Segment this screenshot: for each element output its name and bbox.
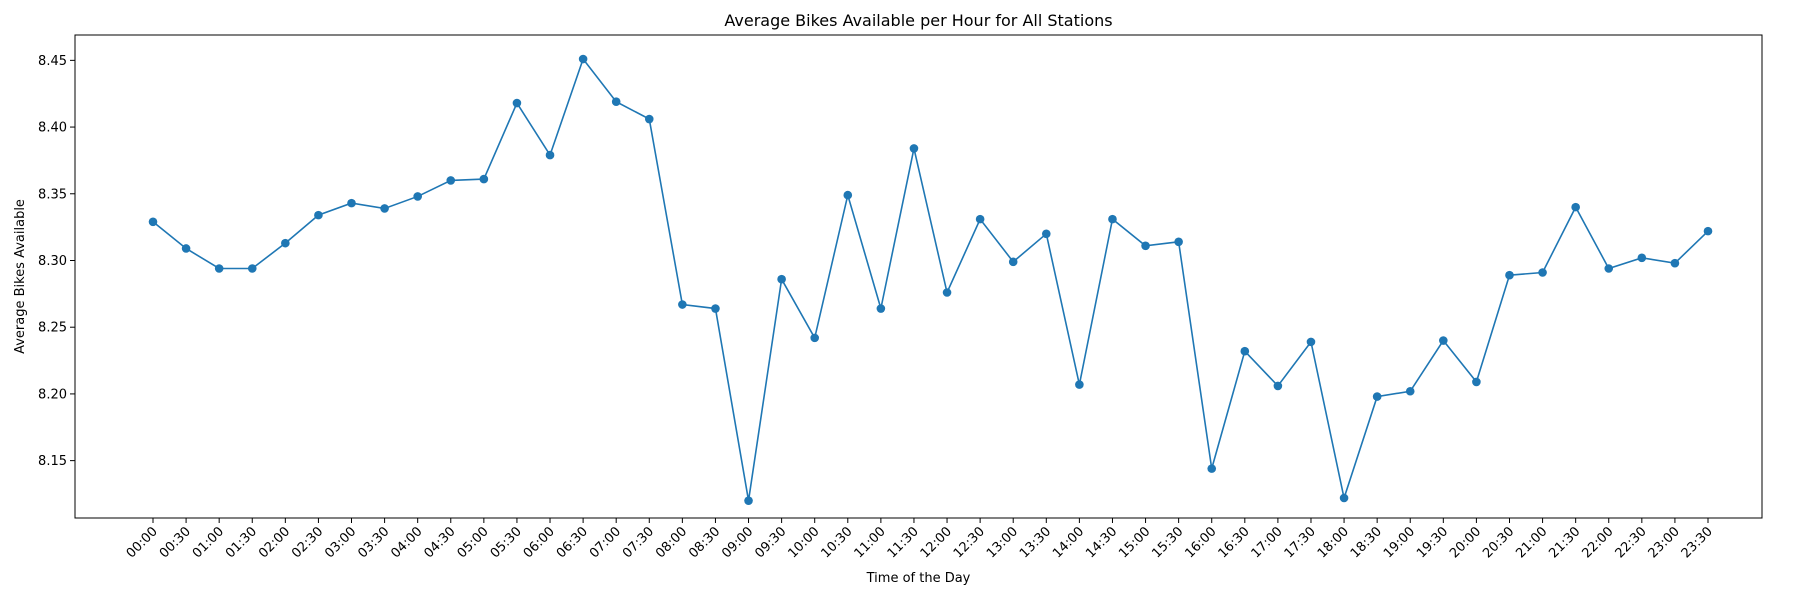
data-point <box>678 300 687 309</box>
y-tick-label: 8.35 <box>38 187 67 202</box>
y-tick-label: 8.15 <box>38 454 67 469</box>
data-point <box>1207 464 1217 473</box>
data-point <box>1008 257 1018 267</box>
y-tick-label: 8.40 <box>38 121 67 136</box>
data-point <box>1108 214 1117 224</box>
data-point <box>1174 237 1183 247</box>
chart-title: Average Bikes Available per Hour for All… <box>724 11 1112 30</box>
data-point <box>1306 337 1316 347</box>
data-point <box>711 304 720 313</box>
data-point <box>1041 229 1051 239</box>
data-point <box>1339 493 1349 503</box>
data-point <box>1240 346 1250 356</box>
data-point <box>810 333 820 343</box>
data-point <box>1703 226 1713 236</box>
data-point <box>1439 336 1448 345</box>
data-point <box>380 204 389 213</box>
data-point <box>148 217 158 227</box>
data-point <box>644 114 654 124</box>
data-point <box>1571 202 1580 212</box>
data-point <box>1505 270 1514 280</box>
data-point <box>942 288 952 297</box>
y-axis-label: Average Bikes Available <box>13 199 28 354</box>
data-point <box>1141 241 1150 251</box>
x-axis-label: Time of the Day <box>866 571 971 586</box>
data-point <box>1372 392 1382 401</box>
data-point <box>545 150 555 160</box>
data-point <box>347 198 356 208</box>
y-axis: 8.15 8.20 8.25 8.30 8.35 8.40 8.45 <box>38 54 75 469</box>
data-point <box>181 244 191 253</box>
data-point <box>744 496 753 505</box>
plot-area <box>74 34 1763 519</box>
series-path <box>152 57 1709 502</box>
data-point <box>1405 386 1415 396</box>
data-point <box>611 97 621 107</box>
series-line <box>148 54 1713 505</box>
data-point <box>1075 380 1084 389</box>
data-point <box>247 264 257 273</box>
data-point <box>1538 268 1547 277</box>
data-point <box>1637 253 1647 263</box>
data-point <box>214 264 224 273</box>
y-tick-label: 8.45 <box>38 54 67 69</box>
data-point <box>281 238 290 248</box>
data-point <box>777 274 786 284</box>
y-tick-label: 8.25 <box>38 321 67 336</box>
y-tick-label: 8.20 <box>38 387 67 402</box>
data-point <box>512 98 522 108</box>
data-point <box>1472 377 1481 387</box>
data-point <box>1604 264 1614 273</box>
data-point <box>909 144 919 153</box>
data-point <box>876 304 886 313</box>
data-point <box>843 190 853 200</box>
data-point <box>314 210 323 220</box>
data-point <box>413 192 422 201</box>
data-point <box>1670 258 1680 268</box>
data-point <box>479 174 489 184</box>
data-point <box>975 214 985 224</box>
y-tick-label: 8.30 <box>38 254 67 269</box>
data-point <box>1273 381 1283 391</box>
data-point <box>446 176 456 185</box>
data-point <box>578 54 588 64</box>
